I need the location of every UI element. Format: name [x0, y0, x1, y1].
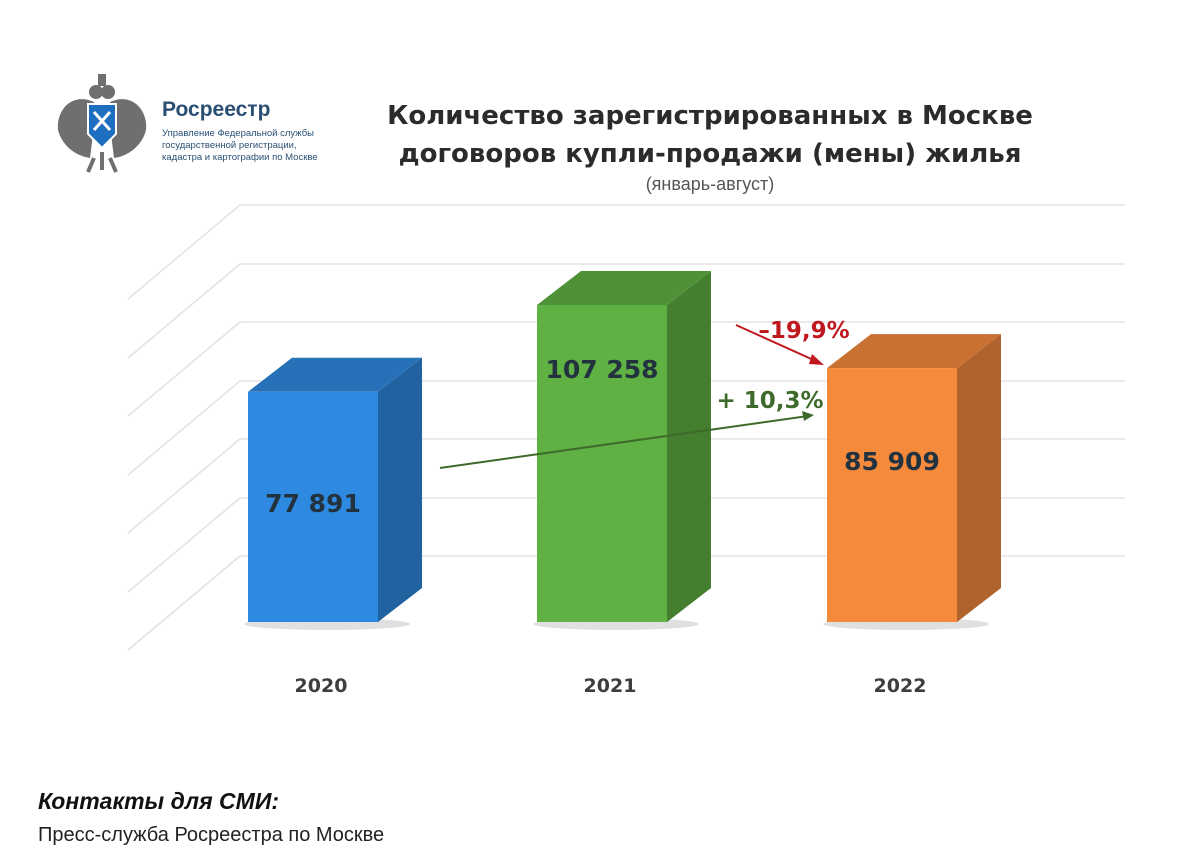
growth-arrow [439, 411, 814, 469]
bar-2022 [823, 334, 1001, 630]
bar-front-face [537, 305, 667, 622]
x-tick-label-2022: 2022 [874, 675, 927, 697]
org-sub-line-2: государственной регистрации, [162, 140, 297, 151]
bar-2020 [244, 357, 422, 630]
org-sub-line-3: кадастра и картографии по Москве [162, 152, 318, 163]
eagle-emblem-icon [57, 74, 147, 173]
press-service-text: Пресс-служба Росреестра по Москве [38, 824, 385, 846]
decline-arrow [735, 324, 824, 365]
bar-side-face [667, 271, 711, 622]
growth-percent: + 10,3% [716, 388, 823, 414]
bar-top-face [827, 334, 1001, 369]
grid-diagonal [127, 321, 241, 417]
grid-diagonal [127, 555, 241, 651]
value-labels: 77 891 107 258 85 909 [265, 355, 940, 518]
chart-title-line-1: Количество зарегистрированных в Москве [387, 101, 1033, 131]
x-tick-label-2021: 2021 [584, 675, 637, 697]
bar-side-face [378, 357, 422, 622]
org-name: Росреестр [162, 98, 270, 121]
bar-front-face [248, 391, 378, 622]
value-label-2020: 77 891 [265, 489, 361, 518]
bar-side-face [957, 334, 1001, 622]
bar-top-face [248, 357, 422, 392]
bar-2021 [533, 271, 711, 630]
value-label-2021: 107 258 [545, 355, 658, 384]
grid-diagonal [127, 497, 241, 593]
x-tick-label-2020: 2020 [295, 675, 348, 697]
chart-subtitle: (январь-август) [646, 174, 775, 194]
chart-title-line-2: договоров купли-продажи (мены) жилья [399, 139, 1022, 169]
decline-percent: –19,9% [758, 318, 849, 344]
bars [244, 271, 1001, 630]
x-axis-labels: 2020 2021 2022 [295, 675, 927, 697]
bar-front-face [827, 368, 957, 622]
grid-diagonal [127, 380, 241, 476]
contacts-heading: Контакты для СМИ: [38, 788, 280, 814]
grid-diagonal [127, 438, 241, 534]
value-label-2022: 85 909 [844, 447, 940, 476]
grid-diagonal [127, 204, 241, 300]
grid-diagonal [127, 263, 241, 359]
bar-top-face [537, 271, 711, 305]
org-sub-line-1: Управление Федеральной службы [162, 128, 314, 139]
